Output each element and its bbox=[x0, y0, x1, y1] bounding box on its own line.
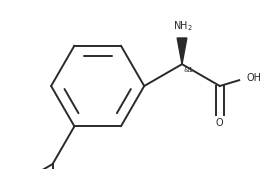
Polygon shape bbox=[177, 38, 187, 64]
Text: &1: &1 bbox=[184, 67, 194, 73]
Text: O: O bbox=[216, 118, 224, 128]
Text: NH$_2$: NH$_2$ bbox=[173, 19, 193, 33]
Text: OH: OH bbox=[247, 73, 262, 83]
